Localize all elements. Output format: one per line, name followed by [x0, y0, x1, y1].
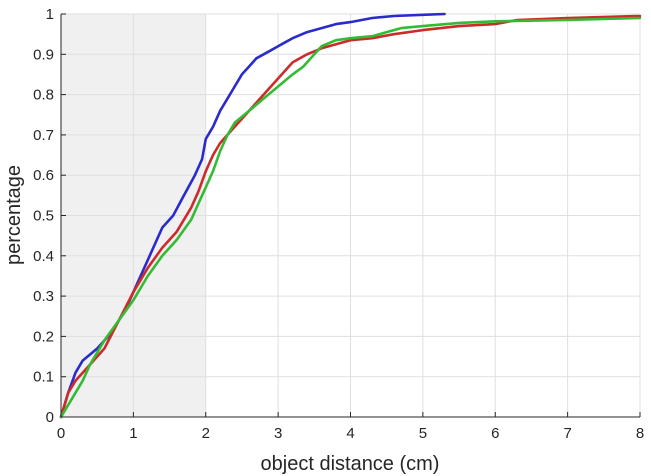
x-tick-label: 1 — [129, 425, 137, 442]
x-tick-label: 7 — [563, 425, 571, 442]
y-axis-label: percentage — [3, 165, 25, 265]
x-tick-label: 3 — [274, 425, 282, 442]
y-tick-label: 1 — [46, 6, 54, 23]
y-tick-label: 0.9 — [33, 46, 54, 63]
x-tick-label: 6 — [491, 425, 499, 442]
x-tick-label: 2 — [202, 425, 210, 442]
y-tick-label: 0.8 — [33, 87, 54, 104]
series-line-2 — [59, 14, 642, 419]
series-line-3 — [59, 16, 642, 419]
series-layer — [59, 12, 642, 419]
y-tick-label: 0.2 — [33, 328, 54, 345]
y-tick-label: 0 — [46, 409, 54, 426]
x-tick-label: 0 — [57, 425, 65, 442]
y-tick-label: 0.6 — [33, 167, 54, 184]
x-axis-label: object distance (cm) — [261, 453, 440, 475]
x-tick-label: 5 — [419, 425, 427, 442]
x-tick-label: 4 — [346, 425, 354, 442]
tick-label-layer: 0 1 2 3 4 5 6 7 8 0 0.1 0.2 0.3 0.4 0.5 0.6 0.7 0.8 0.9 1 — [33, 6, 644, 442]
x-tick-label: 8 — [636, 425, 644, 442]
grid-layer — [60, 13, 641, 418]
y-tick-label: 0.1 — [33, 369, 54, 386]
y-tick-label: 0.4 — [33, 248, 54, 265]
y-tick-label: 0.3 — [33, 288, 54, 305]
y-tick-label: 0.7 — [33, 127, 54, 144]
y-tick-label: 0.5 — [33, 208, 54, 225]
